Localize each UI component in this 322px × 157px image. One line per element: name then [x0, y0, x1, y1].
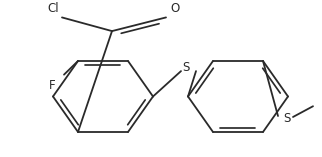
Text: S: S: [182, 61, 190, 74]
Text: O: O: [170, 3, 179, 16]
Text: F: F: [49, 78, 56, 92]
Text: S: S: [283, 112, 290, 125]
Text: Cl: Cl: [47, 3, 59, 16]
